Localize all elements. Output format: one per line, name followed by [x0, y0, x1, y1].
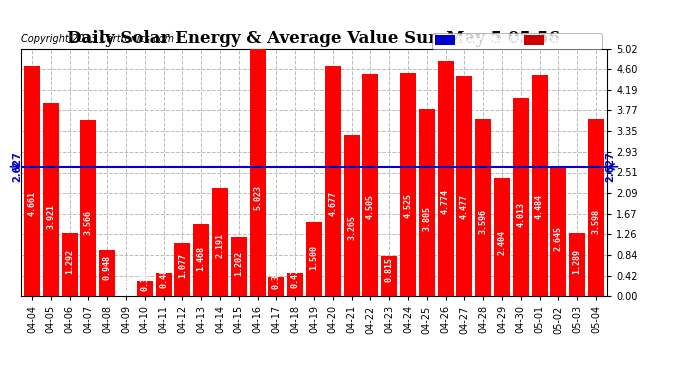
Text: 2.627: 2.627 — [605, 152, 615, 182]
Bar — [137, 281, 152, 296]
Text: 3.598: 3.598 — [591, 209, 600, 234]
Text: 3.805: 3.805 — [422, 206, 431, 231]
Text: 0.948: 0.948 — [103, 255, 112, 280]
Text: 4.774: 4.774 — [441, 189, 450, 214]
Text: 3.265: 3.265 — [347, 215, 356, 240]
Bar — [513, 98, 529, 296]
Bar — [306, 222, 322, 296]
Text: 4.484: 4.484 — [535, 194, 544, 219]
Title: Daily Solar Energy & Average Value Sun May 5 05:56: Daily Solar Energy & Average Value Sun M… — [68, 30, 560, 47]
Bar — [419, 109, 435, 296]
Bar — [475, 119, 491, 296]
Bar — [551, 166, 566, 296]
Bar — [531, 75, 548, 296]
Text: 0.307: 0.307 — [140, 266, 149, 291]
Text: Copyright 2013 Cartronics.com: Copyright 2013 Cartronics.com — [21, 34, 174, 44]
Bar — [456, 75, 473, 296]
Bar — [43, 103, 59, 296]
Bar — [381, 256, 397, 296]
Text: 2.191: 2.191 — [215, 234, 224, 258]
Bar — [61, 232, 77, 296]
Bar — [80, 120, 97, 296]
Bar — [437, 61, 453, 296]
Bar — [212, 188, 228, 296]
Bar — [344, 135, 359, 296]
Text: 1.292: 1.292 — [65, 249, 74, 274]
Bar — [24, 66, 40, 296]
Text: 0.815: 0.815 — [384, 257, 393, 282]
Text: 0.013: 0.013 — [121, 269, 130, 294]
Bar — [588, 119, 604, 296]
Text: 3.566: 3.566 — [84, 210, 93, 235]
Bar — [325, 66, 341, 296]
Bar — [400, 73, 416, 296]
Bar — [287, 273, 303, 296]
Text: 1.077: 1.077 — [178, 253, 187, 278]
Text: 1.202: 1.202 — [235, 251, 244, 276]
Text: 3.596: 3.596 — [479, 209, 488, 234]
Text: 1.289: 1.289 — [573, 249, 582, 274]
Text: 1.468: 1.468 — [197, 246, 206, 271]
Text: 4.525: 4.525 — [404, 193, 413, 218]
Bar — [569, 233, 585, 296]
Text: 3.921: 3.921 — [46, 204, 55, 229]
Bar — [362, 74, 378, 296]
Bar — [193, 224, 209, 296]
Text: 0.479: 0.479 — [290, 263, 299, 288]
Legend: Average  ($), Daily   ($): Average ($), Daily ($) — [433, 33, 602, 49]
Text: 2.404: 2.404 — [497, 230, 506, 255]
Bar — [494, 178, 510, 296]
Text: 4.477: 4.477 — [460, 194, 469, 219]
Bar — [155, 273, 172, 296]
Text: 2.645: 2.645 — [554, 226, 563, 251]
Text: 4.677: 4.677 — [328, 190, 337, 216]
Text: 5.023: 5.023 — [253, 184, 262, 210]
Text: 0.396: 0.396 — [272, 264, 281, 290]
Bar — [268, 277, 284, 296]
Text: 4.661: 4.661 — [28, 191, 37, 216]
Bar — [230, 237, 247, 296]
Text: 4.013: 4.013 — [516, 202, 525, 227]
Bar — [99, 249, 115, 296]
Text: 2.627: 2.627 — [12, 152, 23, 182]
Text: 1.500: 1.500 — [309, 245, 319, 270]
Text: 0.480: 0.480 — [159, 263, 168, 288]
Text: 4.505: 4.505 — [366, 194, 375, 219]
Bar — [175, 243, 190, 296]
Bar — [250, 49, 266, 296]
